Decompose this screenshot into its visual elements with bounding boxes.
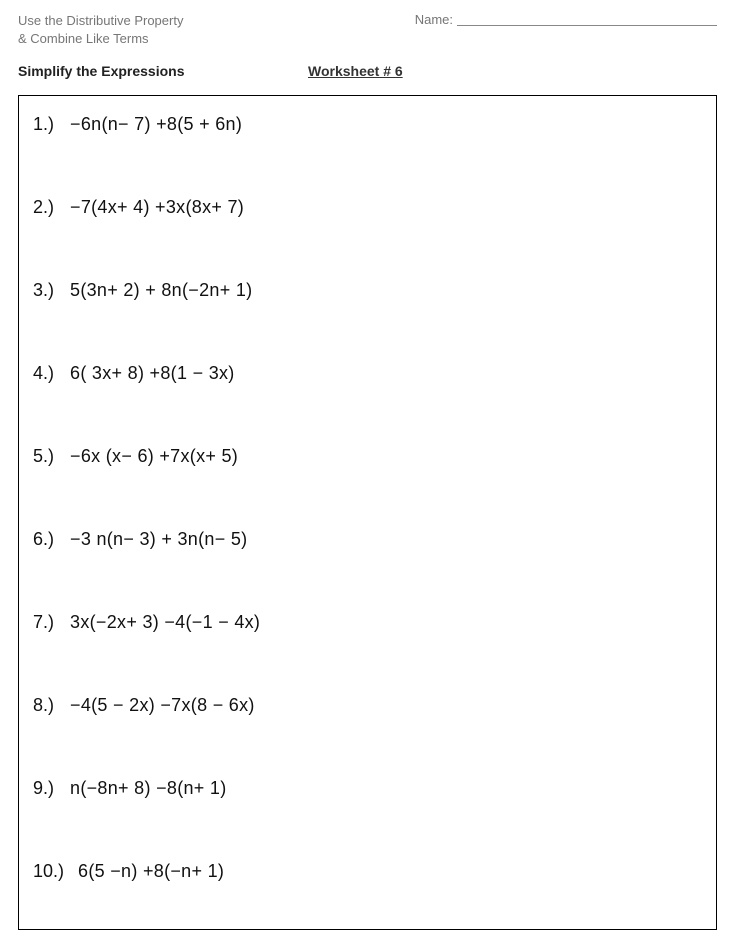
- problem-expression: −7(4x+ 4) +3x(8x+ 7): [70, 197, 244, 217]
- problem-number: 2.): [33, 197, 65, 218]
- problem-row: 7.) 3x(−2x+ 3) −4(−1 − 4x): [33, 612, 702, 633]
- problem-row: 4.) 6( 3x+ 8) +8(1 − 3x): [33, 363, 702, 384]
- problem-expression: 5(3n+ 2) + 8n(−2n+ 1): [70, 280, 252, 300]
- problem-expression: −6n(n− 7) +8(5 + 6n): [70, 114, 242, 134]
- problem-row: 1.) −6n(n− 7) +8(5 + 6n): [33, 114, 702, 135]
- problem-row: 2.) −7(4x+ 4) +3x(8x+ 7): [33, 197, 702, 218]
- problem-expression: 3x(−2x+ 3) −4(−1 − 4x): [70, 612, 260, 632]
- problem-number: 7.): [33, 612, 65, 633]
- problem-row: 3.) 5(3n+ 2) + 8n(−2n+ 1): [33, 280, 702, 301]
- problem-number: 1.): [33, 114, 65, 135]
- problem-expression: 6(5 −n) +8(−n+ 1): [78, 861, 224, 881]
- problem-row: 8.) −4(5 − 2x) −7x(8 − 6x): [33, 695, 702, 716]
- name-blank-line[interactable]: [457, 12, 717, 26]
- problem-number: 6.): [33, 529, 65, 550]
- problem-expression: n(−8n+ 8) −8(n+ 1): [70, 778, 227, 798]
- problem-expression: −4(5 − 2x) −7x(8 − 6x): [70, 695, 255, 715]
- worksheet-subheader: Simplify the Expressions Worksheet # 6: [18, 63, 717, 81]
- problem-number: 3.): [33, 280, 65, 301]
- problem-number: 8.): [33, 695, 65, 716]
- problem-row: 10.) 6(5 −n) +8(−n+ 1): [33, 861, 702, 882]
- problem-row: 9.) n(−8n+ 8) −8(n+ 1): [33, 778, 702, 799]
- name-label: Name:: [415, 12, 453, 27]
- problem-number: 4.): [33, 363, 65, 384]
- problem-number: 5.): [33, 446, 65, 467]
- name-field-block: Name:: [415, 12, 717, 47]
- problem-expression: 6( 3x+ 8) +8(1 − 3x): [70, 363, 235, 383]
- instruction-line-2: & Combine Like Terms: [18, 30, 298, 48]
- problem-number: 9.): [33, 778, 65, 799]
- problems-container: 1.) −6n(n− 7) +8(5 + 6n) 2.) −7(4x+ 4) +…: [18, 95, 717, 930]
- simplify-label: Simplify the Expressions: [18, 63, 185, 79]
- worksheet-header: Use the Distributive Property & Combine …: [18, 12, 717, 47]
- problem-expression: −6x (x− 6) +7x(x+ 5): [70, 446, 238, 466]
- problem-number: 10.): [33, 861, 73, 882]
- subheader-left: Simplify the Expressions: [18, 63, 308, 81]
- problem-row: 5.) −6x (x− 6) +7x(x+ 5): [33, 446, 702, 467]
- problem-row: 6.) −3 n(n− 3) + 3n(n− 5): [33, 529, 702, 550]
- instruction-line-1: Use the Distributive Property: [18, 12, 298, 30]
- subheader-right: Worksheet # 6: [308, 63, 403, 81]
- problem-expression: −3 n(n− 3) + 3n(n− 5): [70, 529, 247, 549]
- instruction-block: Use the Distributive Property & Combine …: [18, 12, 298, 47]
- worksheet-number-label: Worksheet # 6: [308, 63, 403, 79]
